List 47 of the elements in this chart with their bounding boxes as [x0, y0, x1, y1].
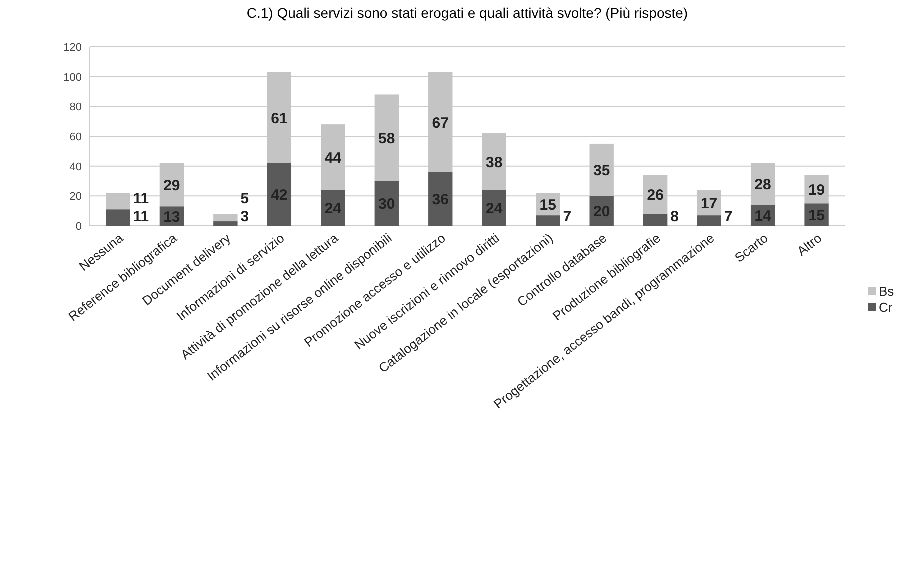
- chart-title: C.1) Quali servizi sono stati erogati e quali attività svolte? (Più risposte): [246, 5, 688, 21]
- bar: [643, 214, 668, 226]
- bar: [697, 216, 722, 226]
- bar: [106, 210, 130, 226]
- y-tick-label: 100: [64, 72, 82, 84]
- data-label: 67: [432, 114, 449, 132]
- data-label: 19: [808, 182, 826, 199]
- data-label: 38: [486, 154, 503, 172]
- data-label: 44: [324, 150, 342, 167]
- data-label: 28: [754, 176, 772, 194]
- data-label: 5: [240, 190, 250, 208]
- data-label: 11: [133, 208, 150, 226]
- data-label: 15: [540, 196, 556, 214]
- data-label: 58: [378, 130, 396, 148]
- data-label: 29: [164, 177, 180, 194]
- data-label: 7: [724, 208, 733, 226]
- data-label: 61: [271, 110, 288, 128]
- data-label: 42: [271, 187, 288, 204]
- data-label: 26: [647, 187, 664, 204]
- data-label: 3: [240, 208, 250, 226]
- bar: [214, 214, 238, 222]
- data-label: 8: [670, 208, 680, 226]
- data-label: 24: [486, 200, 504, 218]
- data-label: 15: [808, 207, 826, 224]
- data-label: 35: [594, 162, 610, 180]
- y-tick-label: 20: [70, 191, 82, 204]
- legend-label: Bs: [879, 284, 895, 299]
- y-tick-label: 0: [76, 221, 82, 233]
- bar: [267, 163, 292, 226]
- legend-label: Cr: [879, 300, 894, 315]
- y-tick-label: 60: [70, 132, 82, 144]
- data-label: 24: [324, 200, 342, 218]
- data-label: 11: [133, 190, 150, 208]
- y-tick-label: 120: [64, 42, 82, 54]
- data-label: 30: [378, 196, 396, 214]
- data-label: 36: [432, 192, 449, 209]
- data-label: 17: [700, 195, 718, 212]
- x-tick-label: Altro: [794, 230, 825, 259]
- bar: [428, 172, 453, 226]
- y-tick-label: 40: [70, 161, 82, 174]
- data-label: 13: [164, 208, 180, 226]
- bar: [214, 222, 238, 226]
- bar: [536, 216, 560, 226]
- data-label: 7: [563, 208, 572, 226]
- data-label: 14: [754, 208, 772, 226]
- data-label: 20: [594, 204, 610, 221]
- y-tick-label: 80: [70, 102, 82, 114]
